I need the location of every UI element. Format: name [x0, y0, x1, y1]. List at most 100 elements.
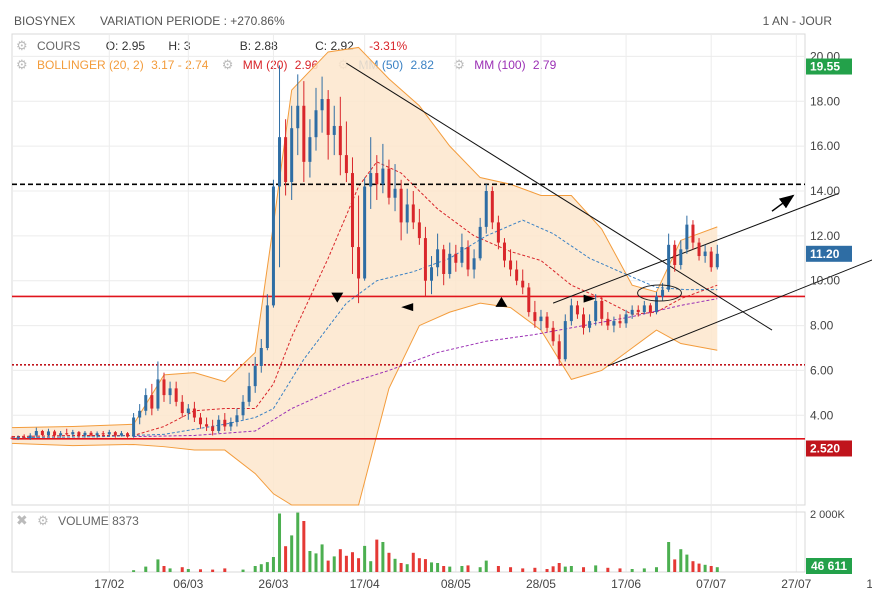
high-value: H: 3 — [168, 39, 191, 53]
volume-bar — [320, 544, 324, 572]
volume-bar — [156, 559, 160, 572]
y-tick-label: 16.00 — [810, 139, 840, 153]
candle-body — [198, 417, 202, 425]
volume-bar — [387, 552, 391, 572]
mm100-label[interactable]: MM (100) — [474, 58, 526, 72]
candle-body — [326, 99, 330, 135]
moving-averages — [11, 161, 718, 439]
candle-body — [150, 395, 154, 409]
candle-body — [65, 433, 69, 435]
volume-bar — [496, 566, 500, 572]
price-badge-label: 2.520 — [810, 441, 840, 455]
candle-body — [290, 128, 294, 183]
annotations — [331, 194, 795, 312]
price-badge — [806, 440, 852, 457]
candle-body — [162, 379, 166, 396]
candle-body — [223, 419, 227, 427]
candle-body — [101, 433, 105, 435]
volume-bar — [709, 566, 713, 572]
candle-body — [569, 305, 573, 322]
candle-body — [490, 191, 494, 223]
volume-bar — [241, 569, 245, 572]
candle-body — [10, 437, 14, 439]
candle-body — [496, 222, 500, 243]
volume-bar — [198, 569, 202, 572]
candle-body — [83, 432, 87, 436]
candle-body — [59, 433, 63, 436]
candle-body — [89, 432, 93, 436]
candlesticks — [10, 65, 719, 440]
x-tick-label: 27/07 — [781, 577, 811, 591]
candle-body — [502, 242, 506, 261]
candle-body — [138, 410, 142, 418]
candle-body — [229, 422, 233, 427]
candle-body — [53, 431, 57, 436]
candle-body — [22, 437, 26, 439]
candle-body — [302, 105, 306, 162]
candle-body — [533, 312, 537, 322]
candle-body — [211, 426, 215, 431]
candle-body — [673, 244, 677, 266]
candle-body — [509, 260, 513, 270]
x-tick-label: 17/06 — [611, 577, 641, 591]
volume-bar — [557, 563, 561, 572]
volume-bar — [533, 567, 537, 572]
marker-arrow — [401, 303, 414, 312]
candle-body — [417, 222, 421, 239]
volume-bar — [715, 567, 719, 572]
candle-body — [691, 224, 695, 243]
volume-bar — [278, 513, 282, 572]
y-tick-label: 8.00 — [810, 319, 834, 333]
candle-body — [338, 125, 342, 156]
candle-body — [563, 321, 567, 360]
volume-bar — [466, 565, 470, 572]
candle-body — [442, 249, 446, 274]
volume-bar — [308, 551, 312, 572]
volume-bar — [223, 568, 227, 572]
x-tick-label: 15/08 — [866, 577, 872, 591]
volume-legend: ✖ ⚙ VOLUME 8373 — [16, 512, 139, 529]
candle-body — [186, 408, 190, 414]
indicator-legend: ⚙ BOLLINGER (20, 2) 3.17 - 2.74 ⚙ MM (20… — [16, 57, 562, 73]
candle-body — [259, 348, 263, 366]
mm50-label[interactable]: MM (50) — [358, 58, 404, 72]
instrument-title: BIOSYNEX — [14, 14, 76, 28]
candle-body — [484, 191, 488, 227]
close-icon[interactable]: ✖ — [16, 512, 28, 528]
volume-bar — [484, 560, 488, 572]
volume-bar — [265, 562, 269, 572]
gear-icon[interactable]: ⚙ — [337, 57, 350, 72]
candle-body — [126, 433, 130, 437]
period-selector[interactable]: 1 AN - JOUR — [762, 14, 832, 28]
volume-bar — [344, 555, 348, 572]
gear-icon[interactable]: ⚙ — [37, 513, 49, 528]
volume-bar — [685, 554, 689, 572]
volume-bar — [642, 568, 646, 572]
volume-bar — [679, 549, 683, 572]
candle-body — [132, 417, 136, 437]
gear-icon[interactable]: ⚙ — [453, 57, 465, 72]
volume-bar — [375, 539, 379, 572]
candle-body — [278, 137, 282, 187]
candle-body — [472, 258, 476, 270]
candle-body — [630, 309, 634, 315]
horizontal-levels — [12, 183, 805, 440]
candle-body — [575, 305, 579, 315]
gear-icon[interactable]: ⚙ — [16, 57, 28, 72]
gear-icon[interactable]: ⚙ — [16, 38, 28, 53]
candle-body — [539, 316, 543, 322]
volume-last-badge: 46 611 — [806, 558, 852, 574]
candle-body — [515, 269, 519, 281]
candle-body — [375, 173, 379, 185]
volume-bar — [697, 563, 701, 572]
bollinger-upper-line — [11, 46, 718, 429]
volume-bar — [703, 564, 707, 572]
candle-body — [430, 267, 434, 281]
volume-bar — [442, 566, 446, 572]
mm20-label[interactable]: MM (20) — [242, 58, 288, 72]
x-tick-label: 17/04 — [350, 577, 380, 591]
gear-icon[interactable]: ⚙ — [221, 57, 234, 72]
candle-body — [436, 249, 440, 268]
bollinger-label[interactable]: BOLLINGER (20, 2) — [37, 58, 144, 72]
